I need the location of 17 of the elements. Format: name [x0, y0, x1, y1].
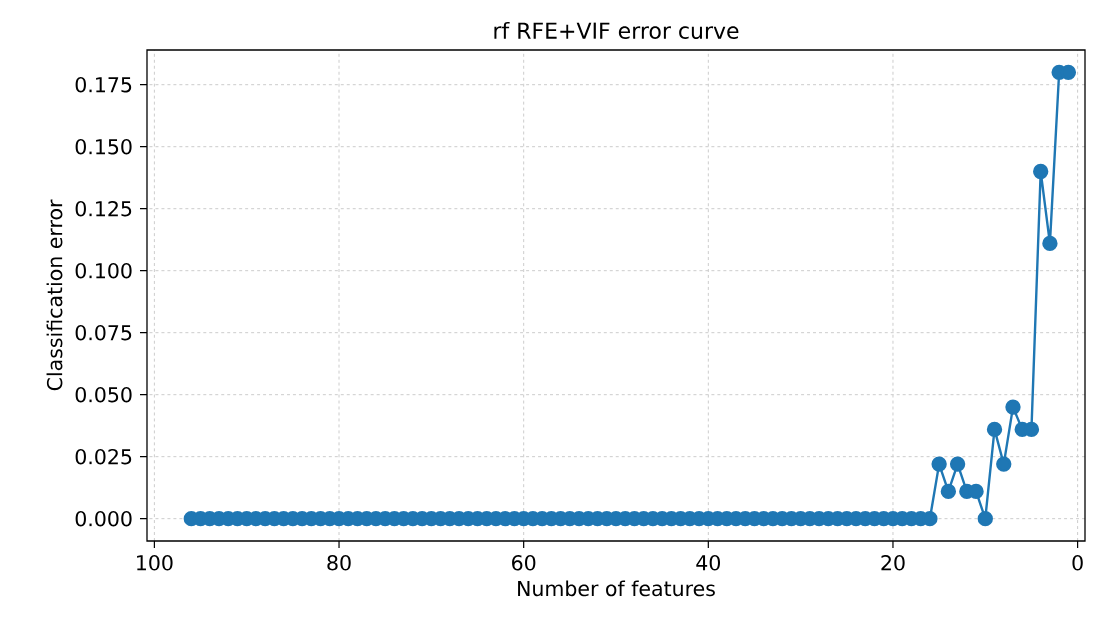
x-tick-label: 20 — [881, 555, 905, 571]
y-axis-title: Classification error — [46, 199, 63, 391]
chart-title: rf RFE+VIF error curve — [494, 21, 739, 39]
y-tick-label: 0.025 — [75, 448, 132, 465]
y-tick-label: 0.175 — [75, 76, 132, 93]
x-tick-label: 0 — [1072, 555, 1083, 571]
x-tick-label: 100 — [137, 555, 173, 571]
x-tick-label: 40 — [696, 555, 720, 571]
y-tick-label: 0.050 — [75, 386, 132, 403]
y-tick-label: 0.150 — [75, 138, 132, 155]
x-axis-title: Number of features — [518, 580, 715, 597]
x-tick-label: 80 — [327, 555, 351, 571]
y-tick-label: 0.125 — [75, 200, 132, 217]
y-tick-label: 0.100 — [75, 262, 132, 279]
y-tick-label: 0.000 — [75, 510, 132, 527]
y-tick-label: 0.075 — [75, 324, 132, 341]
x-tick-label: 60 — [512, 555, 536, 571]
